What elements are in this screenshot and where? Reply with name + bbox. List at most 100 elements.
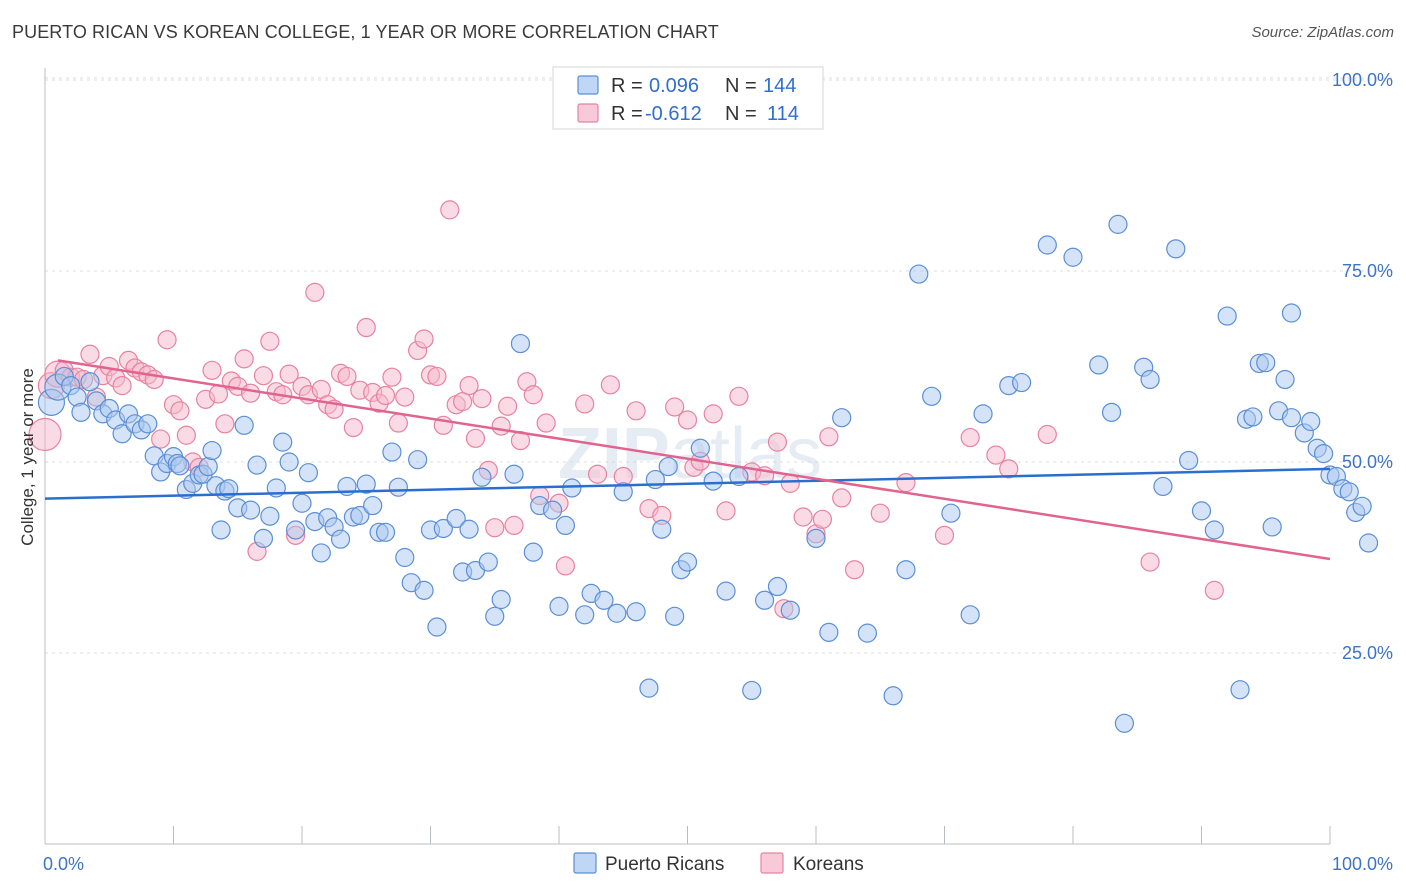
koreans-point — [677, 410, 698, 430]
puerto-ricans-point — [665, 606, 685, 626]
puerto-ricans-point — [1153, 476, 1173, 497]
trend-line-puerto-ricans — [44, 467, 1331, 500]
koreans-point — [112, 376, 132, 396]
puerto-ricans-point — [138, 414, 158, 434]
puerto-ricans-point — [170, 456, 190, 476]
puerto-ricans-point — [363, 495, 383, 516]
puerto-ricans-point — [677, 552, 698, 572]
puerto-ricans-point — [395, 547, 415, 568]
koreans-point — [151, 429, 171, 449]
puerto-ricans-point — [1179, 450, 1199, 471]
y-tick-label-25: 25.0% — [1342, 643, 1393, 663]
puerto-ricans-point — [356, 474, 376, 494]
puerto-ricans-point — [279, 452, 299, 472]
trend-line-koreans — [57, 359, 1331, 561]
puerto-ricans-point — [1166, 239, 1186, 259]
puerto-ricans-point — [211, 520, 231, 540]
puerto-ricans-point — [1262, 517, 1282, 537]
y-tick-label-100: 100.0% — [1332, 70, 1393, 90]
bottom-legend-koreans: Koreans — [793, 854, 864, 875]
legend-n-value-blue: 144 — [763, 75, 796, 97]
koreans-point — [427, 366, 447, 387]
puerto-ricans-point — [896, 560, 916, 580]
koreans-point — [176, 425, 196, 445]
puerto-ricans-point — [472, 467, 492, 487]
puerto-ricans-point — [1301, 411, 1321, 432]
koreans-point — [491, 416, 511, 436]
x-tick-label-0: 0.0% — [43, 854, 84, 874]
puerto-ricans-point — [375, 522, 396, 542]
puerto-ricans-point — [806, 528, 826, 549]
puerto-ricans-point — [285, 520, 306, 540]
puerto-ricans-point — [1089, 355, 1109, 375]
puerto-ricans-point — [330, 529, 351, 549]
koreans-point — [870, 503, 890, 523]
series-puerto-ricans — [37, 214, 1379, 733]
puerto-ricans-point — [510, 333, 531, 354]
puerto-ricans-point — [973, 404, 993, 424]
puerto-ricans-point — [292, 493, 312, 513]
puerto-ricans-point — [446, 508, 466, 529]
koreans-point — [215, 414, 235, 434]
puerto-ricans-point — [1358, 533, 1379, 553]
puerto-ricans-point — [742, 680, 762, 701]
legend-r-value-pink: -0.612 — [645, 103, 702, 125]
puerto-ricans-point — [1230, 680, 1250, 700]
legend-swatch-blue — [577, 75, 599, 95]
koreans-point — [170, 401, 190, 421]
koreans-point — [1140, 552, 1160, 572]
puerto-ricans-point — [555, 515, 576, 536]
x-tick-label-100: 100.0% — [1332, 854, 1393, 874]
koreans-point — [375, 385, 396, 406]
puerto-ricans-point — [716, 581, 736, 601]
puerto-ricans-point — [652, 519, 672, 539]
koreans-point — [337, 366, 357, 387]
koreans-point — [812, 509, 833, 529]
puerto-ricans-point — [80, 372, 100, 392]
puerto-ricans-point — [459, 519, 479, 539]
puerto-ricans-point — [241, 500, 261, 520]
tick-labels: 25.0% 50.0% 75.0% 100.0% 0.0% 100.0% — [43, 70, 1393, 874]
puerto-ricans-point — [1140, 369, 1160, 390]
puerto-ricans-point — [658, 456, 678, 477]
puerto-ricans-point — [819, 622, 839, 642]
puerto-ricans-point — [639, 678, 659, 698]
puerto-ricans-point — [350, 505, 370, 526]
puerto-ricans-point — [549, 596, 569, 616]
bottom-legend: Puerto Ricans Koreans — [573, 852, 864, 875]
puerto-ricans-point — [832, 408, 852, 428]
puerto-ricans-point — [433, 518, 453, 539]
koreans-point — [703, 404, 723, 424]
legend-r-label: R = — [611, 103, 643, 125]
puerto-ricans-point — [71, 402, 91, 422]
puerto-ricans-point — [1037, 235, 1057, 255]
puerto-ricans-point — [1204, 520, 1224, 540]
puerto-ricans-point — [542, 500, 563, 520]
koreans-point — [729, 386, 749, 406]
koreans-point — [575, 394, 595, 414]
koreans-point — [960, 427, 980, 448]
koreans-point — [626, 401, 646, 421]
koreans-point — [986, 445, 1006, 465]
puerto-ricans-point — [1114, 713, 1135, 733]
koreans-point — [587, 464, 608, 484]
puerto-ricans-point — [960, 605, 980, 625]
legend-r-label: R = — [611, 75, 643, 97]
puerto-ricans-point — [202, 440, 222, 461]
puerto-ricans-point — [260, 506, 280, 526]
puerto-ricans-point — [626, 602, 646, 622]
koreans-point — [1037, 424, 1057, 445]
koreans-point — [896, 473, 916, 493]
koreans-point — [80, 344, 100, 364]
koreans-point — [767, 432, 788, 452]
puerto-ricans-point — [857, 623, 878, 643]
puerto-ricans-point — [1108, 214, 1128, 234]
puerto-ricans-point — [703, 471, 723, 491]
puerto-ricans-point — [247, 455, 267, 475]
koreans-point — [382, 367, 402, 387]
y-tick-label-75: 75.0% — [1342, 261, 1393, 281]
koreans-point — [241, 383, 261, 403]
koreans-point — [305, 282, 325, 302]
koreans-point — [485, 518, 505, 538]
